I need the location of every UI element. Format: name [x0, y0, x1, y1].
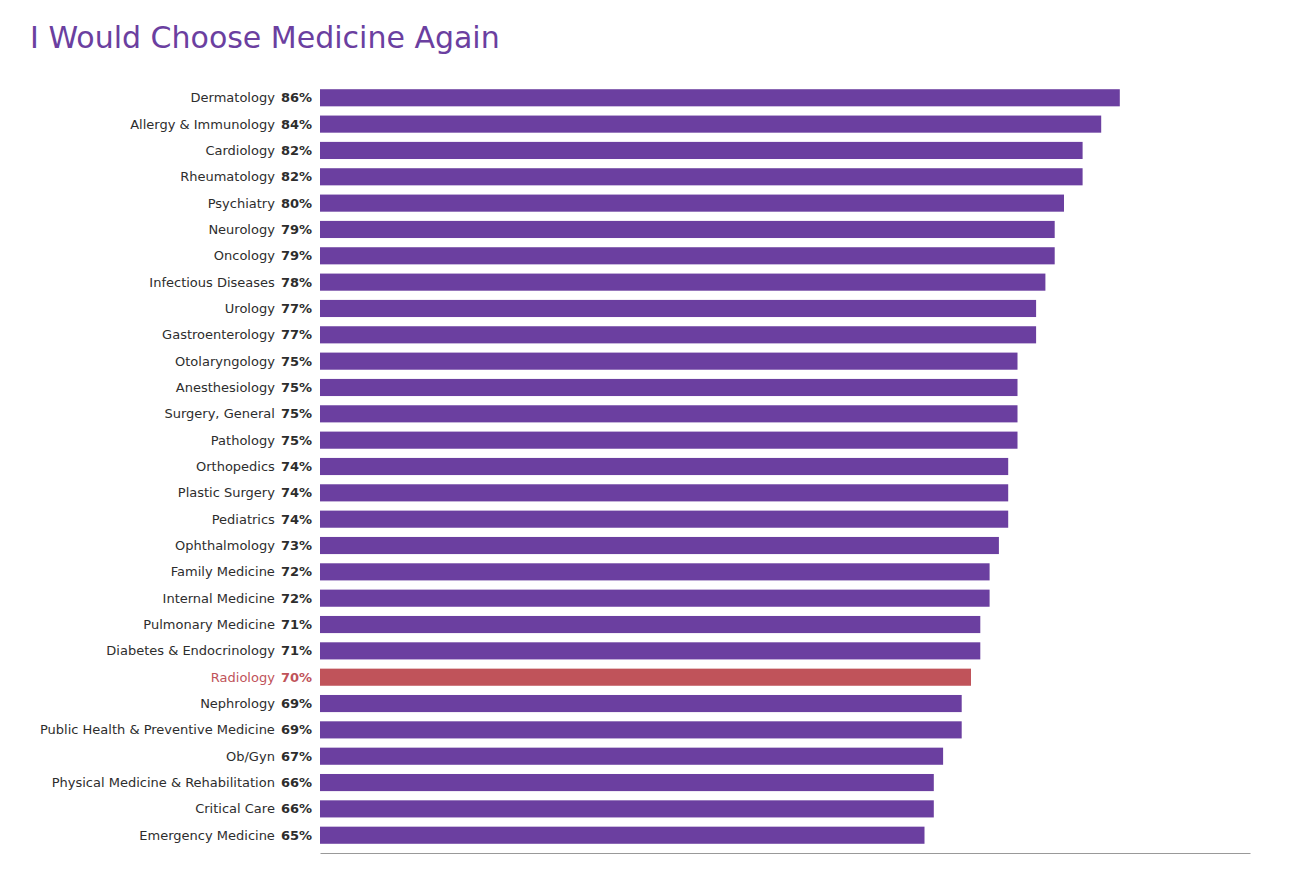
data-label: 78%	[281, 275, 312, 290]
plot: 86% Dermatology 84% Allergy & Immunology 82%…	[40, 89, 1251, 853]
labels: 86% Dermatology 84% Allergy & Immunology 82%…	[40, 90, 312, 842]
data-label: 75%	[281, 406, 312, 421]
data-label: 69%	[281, 722, 312, 737]
bar	[320, 669, 971, 686]
category-label: Ophthalmology	[175, 538, 275, 553]
category-label: Pulmonary Medicine	[143, 617, 275, 632]
category-label: Cardiology	[205, 143, 275, 158]
data-label: 74%	[281, 459, 312, 474]
bar	[320, 221, 1055, 238]
category-label: Pediatrics	[212, 512, 275, 527]
data-label: 70%	[281, 670, 312, 685]
category-label: Allergy & Immunology	[130, 117, 275, 132]
bar	[320, 537, 999, 554]
bar	[320, 300, 1036, 317]
category-label: Radiology	[211, 670, 275, 685]
bar	[320, 116, 1101, 133]
bar	[320, 721, 962, 738]
bar	[320, 800, 934, 817]
category-label: Oncology	[214, 248, 275, 263]
category-label: Neurology	[208, 222, 275, 237]
data-label: 80%	[281, 196, 312, 211]
category-label: Public Health & Preventive Medicine	[40, 722, 275, 737]
category-label: Pathology	[211, 433, 275, 448]
data-label: 82%	[281, 169, 312, 184]
category-label: Critical Care	[195, 801, 275, 816]
bar	[320, 774, 934, 791]
bar	[320, 616, 980, 633]
bar	[320, 695, 962, 712]
bar	[320, 458, 1008, 475]
data-label: 72%	[281, 564, 312, 579]
bar	[320, 432, 1018, 449]
data-label: 86%	[281, 90, 312, 105]
category-label: Surgery, General	[164, 406, 274, 421]
bar	[320, 89, 1120, 106]
bar	[320, 484, 1008, 501]
category-label: Physical Medicine & Rehabilitation	[52, 775, 275, 790]
bar	[320, 353, 1018, 370]
bar	[320, 142, 1083, 159]
category-label: Ob/Gyn	[226, 749, 275, 764]
x-axis	[321, 853, 1251, 854]
data-label: 65%	[281, 828, 312, 843]
category-label: Infectious Diseases	[149, 275, 275, 290]
bar	[320, 642, 980, 659]
bar	[320, 511, 1008, 528]
data-label: 82%	[281, 143, 312, 158]
data-label: 66%	[281, 775, 312, 790]
category-label: Emergency Medicine	[139, 828, 275, 843]
bar	[320, 405, 1018, 422]
data-label: 77%	[281, 327, 312, 342]
data-label: 71%	[281, 617, 312, 632]
x-axis-line	[321, 853, 1251, 854]
category-label: Orthopedics	[196, 459, 275, 474]
data-label: 67%	[281, 749, 312, 764]
category-label: Gastroenterology	[162, 327, 275, 342]
data-label: 74%	[281, 512, 312, 527]
category-label: Dermatology	[191, 90, 276, 105]
category-label: Internal Medicine	[163, 591, 275, 606]
category-label: Anesthesiology	[176, 380, 275, 395]
bar	[320, 195, 1064, 212]
bar	[320, 379, 1018, 396]
bar	[320, 827, 925, 844]
bar	[320, 748, 943, 765]
bar	[320, 590, 990, 607]
data-label: 75%	[281, 380, 312, 395]
title: I Would Choose Medicine Again	[30, 20, 500, 55]
category-label: Family Medicine	[171, 564, 275, 579]
data-label: 71%	[281, 643, 312, 658]
bars	[320, 89, 1120, 844]
category-label: Otolaryngology	[175, 354, 275, 369]
chart: I Would Choose Medicine Again 86% Dermatol…	[0, 0, 1290, 877]
bar	[320, 326, 1036, 343]
data-label: 79%	[281, 222, 312, 237]
data-label: 75%	[281, 433, 312, 448]
bar	[320, 247, 1055, 264]
bar	[320, 563, 990, 580]
data-label: 77%	[281, 301, 312, 316]
bar	[320, 274, 1045, 291]
data-label: 72%	[281, 591, 312, 606]
data-label: 74%	[281, 485, 312, 500]
data-label: 84%	[281, 117, 312, 132]
category-label: Diabetes & Endocrinology	[106, 643, 275, 658]
data-label: 73%	[281, 538, 312, 553]
data-label: 66%	[281, 801, 312, 816]
data-label: 75%	[281, 354, 312, 369]
category-label: Psychiatry	[208, 196, 275, 211]
category-label: Plastic Surgery	[178, 485, 275, 500]
category-label: Urology	[225, 301, 275, 316]
category-label: Nephrology	[200, 696, 275, 711]
bar	[320, 168, 1083, 185]
category-label: Rheumatology	[180, 169, 275, 184]
data-label: 79%	[281, 248, 312, 263]
data-label: 69%	[281, 696, 312, 711]
